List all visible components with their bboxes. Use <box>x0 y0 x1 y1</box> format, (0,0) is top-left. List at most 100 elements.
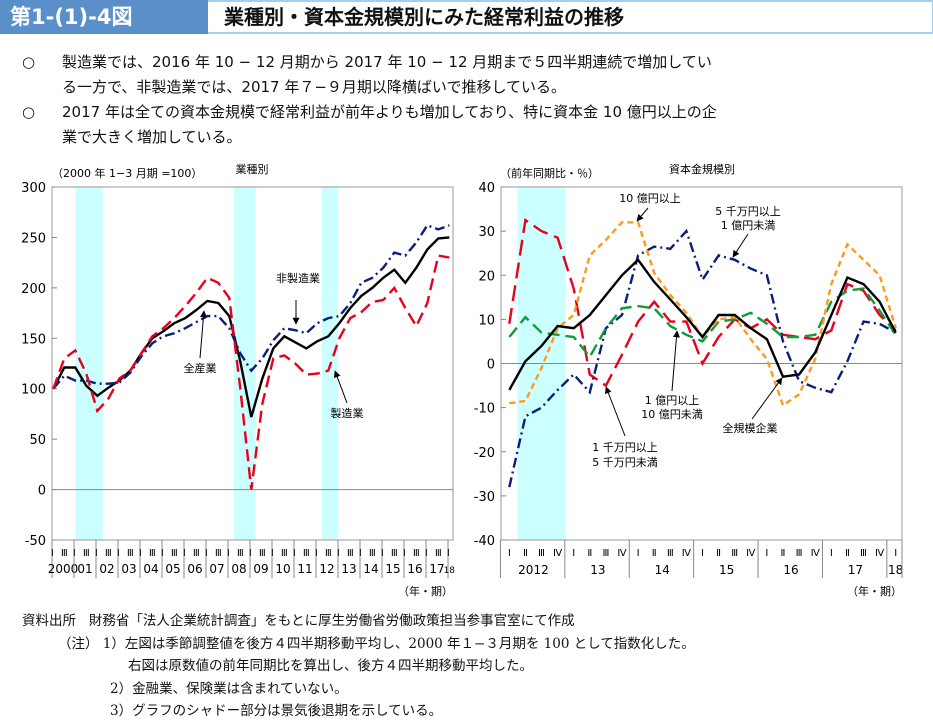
quarter-tick-label: Ⅱ <box>845 548 850 559</box>
quarter-tick-label: Ⅱ <box>716 548 721 559</box>
y-tick-label: -30 <box>474 490 495 505</box>
annotation-label: 5 千万円以上 <box>715 205 781 218</box>
quarter-tick-label: Ⅰ <box>381 548 384 559</box>
bullet-text-cont: 業で大きく増加している。 <box>62 128 242 146</box>
quarter-tick-label: Ⅰ <box>315 548 318 559</box>
quarter-tick-label: Ⅰ <box>425 548 428 559</box>
quarter-tick-label: Ⅰ <box>765 548 768 559</box>
quarter-tick-label: Ⅰ <box>205 548 208 559</box>
chart-title: 資本金規模別 <box>669 162 735 176</box>
quarter-tick-label: Ⅲ <box>860 548 867 559</box>
year-label: 05 <box>165 562 180 576</box>
y-tick-label: 100 <box>21 383 46 398</box>
x-axis-label: （年・期） <box>398 584 453 598</box>
quarter-tick-label: Ⅰ <box>227 548 230 559</box>
year-label: 01 <box>77 562 92 576</box>
y-tick-label: -20 <box>474 446 495 461</box>
source-text: 財務省「法人企業統計調査」をもとに厚生労働省労働政策担当参事官室にて作成 <box>88 613 575 629</box>
series-line-非製造業 <box>52 223 450 390</box>
annotation-label: 全規模企業 <box>723 421 778 435</box>
quarter-tick-label: Ⅳ <box>682 548 692 559</box>
year-label: 15 <box>719 563 734 577</box>
annotation-label: 1 千万円以上 <box>592 441 658 454</box>
quarter-tick-label: Ⅰ <box>249 548 252 559</box>
quarter-tick-label: Ⅲ <box>171 548 178 559</box>
quarter-tick-label: Ⅰ <box>161 548 164 559</box>
quarter-tick-label: Ⅳ <box>553 548 563 559</box>
quarter-tick-label: Ⅱ <box>652 548 657 559</box>
annotation-label: 10 億円未満 <box>641 408 703 421</box>
recession-shade <box>233 187 256 540</box>
annotation-label: 1 億円以上 <box>645 394 700 407</box>
plot-frame <box>51 186 454 541</box>
series-line-1 億円以上 10 億円未満 <box>508 287 897 360</box>
year-label: 13 <box>341 562 356 576</box>
year-label: 18 <box>444 566 456 576</box>
bullet-text: 製造業では、2016 年 10 − 12 月期から 2017 年 10 − 12… <box>62 53 712 71</box>
series-line-1 千万円以上 5 千万円未満 <box>508 218 897 388</box>
y-tick-label: 20 <box>478 269 495 284</box>
year-label: 06 <box>187 562 202 576</box>
quarter-tick-label: Ⅰ <box>447 548 450 559</box>
figure-number: 第1-(1)-4図 <box>0 0 208 34</box>
quarter-tick-label: Ⅰ <box>359 548 362 559</box>
quarter-tick-label: Ⅰ <box>508 548 511 559</box>
quarter-tick-label: Ⅳ <box>875 548 885 559</box>
year-label: 18 <box>888 563 903 577</box>
year-label: 14 <box>655 563 670 577</box>
quarter-tick-label: Ⅲ <box>303 548 310 559</box>
quarter-tick-label: Ⅳ <box>746 548 756 559</box>
quarter-tick-label: Ⅰ <box>117 548 120 559</box>
year-label: 08 <box>231 562 246 576</box>
quarter-tick-label: Ⅰ <box>95 548 98 559</box>
y-tick-label: 200 <box>21 282 46 297</box>
quarter-tick-label: Ⅰ <box>73 548 76 559</box>
y-tick-label: 50 <box>29 433 46 448</box>
y-axis-label: （2000 年 1−3 月期 =100） <box>52 166 202 180</box>
year-label: 15 <box>385 562 400 576</box>
quarter-tick-label: Ⅰ <box>183 548 186 559</box>
note-3: 3）グラフのシャドー部分は景気後退期を示している。 <box>110 703 443 719</box>
y-tick-label: -50 <box>25 534 46 549</box>
series-line-5 千万円以上 1 億円未満 <box>508 228 897 488</box>
quarter-tick-label: Ⅲ <box>105 548 112 559</box>
quarter-tick-label: Ⅱ <box>781 548 786 559</box>
annotation-arrow <box>636 207 649 222</box>
year-label: 04 <box>143 562 158 576</box>
quarter-tick-label: Ⅰ <box>293 548 296 559</box>
year-label: 07 <box>209 562 224 576</box>
year-label: 09 <box>253 562 268 576</box>
source-label: 資料出所 <box>22 613 76 629</box>
annotation-arrow <box>605 386 626 437</box>
quarter-tick-label: Ⅰ <box>637 548 640 559</box>
quarter-tick-label: Ⅲ <box>215 548 222 559</box>
year-label: 2012 <box>518 563 549 577</box>
quarter-tick-label: Ⅲ <box>149 548 156 559</box>
quarter-tick-label: Ⅱ <box>587 548 592 559</box>
annotation-label: 5 千万円未満 <box>592 456 658 469</box>
quarter-tick-label: Ⅲ <box>731 548 738 559</box>
year-label: 11 <box>297 562 312 576</box>
quarter-tick-label: Ⅰ <box>830 548 833 559</box>
bullet-text-cont: る一方で、非製造業では、2017 年７−９月期以降横ばいで推移している。 <box>62 78 567 96</box>
year-label: 17 <box>429 562 444 576</box>
annotation-arrow <box>199 310 207 359</box>
annotation-arrow <box>732 233 749 258</box>
y-tick-label: 150 <box>21 332 46 347</box>
quarter-tick-label: Ⅲ <box>391 548 398 559</box>
year-label: 16 <box>783 563 798 577</box>
quarter-tick-label: Ⅰ <box>271 548 274 559</box>
chart-title: 業種別 <box>236 162 269 176</box>
quarter-tick-label: Ⅰ <box>701 548 704 559</box>
year-label: 13 <box>590 563 605 577</box>
quarter-tick-label: Ⅲ <box>237 548 244 559</box>
y-tick-label: 250 <box>21 231 46 246</box>
y-tick-label: 30 <box>478 225 495 240</box>
quarter-tick-label: Ⅳ <box>617 548 627 559</box>
y-axis-label: （前年同期比・％） <box>500 166 599 180</box>
year-label: 2000 <box>48 562 79 576</box>
quarter-tick-label: Ⅲ <box>127 548 134 559</box>
quarter-tick-label: Ⅰ <box>51 548 54 559</box>
annotation-arrow <box>751 377 783 420</box>
